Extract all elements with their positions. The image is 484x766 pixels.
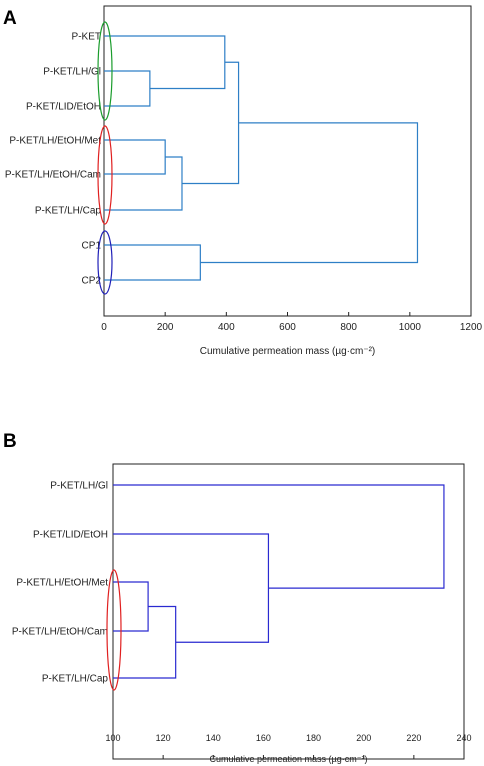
- panel-b-plot-frame: [112, 463, 465, 760]
- panel-a-x-tick-label: 1000: [399, 322, 422, 333]
- panel-b-x-tick-label: 160: [256, 733, 271, 743]
- panel-a-dendrogram-link: [104, 244, 201, 281]
- panel-a-dendrogram-link: [104, 35, 226, 90]
- panel-a-x-tick-label: 200: [157, 322, 174, 333]
- panel-b-x-tick-label: 120: [156, 733, 171, 743]
- panel-b-dendrogram-link: [113, 533, 270, 643]
- panel-b-x-tick-label: 100: [105, 733, 120, 743]
- panel-a-plot-frame: [103, 5, 472, 317]
- panel-b-dendrogram-link: [113, 581, 149, 632]
- panel-a-leaf-label: CP2: [82, 276, 102, 287]
- panel-a-letter: A: [3, 8, 17, 29]
- panel-b-x-tick-label: 180: [306, 733, 321, 743]
- panel-b-letter: B: [3, 431, 17, 452]
- panel-a-dendrogram-link: [181, 61, 240, 185]
- panel-a-leaf-label: CP1: [82, 241, 102, 252]
- panel-a-leaf-label: P-KET/LH/Gl: [43, 67, 101, 78]
- panel-b-x-axis-label: Cumulative permeation mass (µg·cm⁻²): [210, 754, 368, 764]
- panel-a-leaf-label: P-KET/LID/EtOH: [26, 102, 101, 113]
- panel-a-leaf-label: P-KET/LH/Cap: [35, 206, 102, 217]
- panel-b-x-tick-label: 220: [406, 733, 421, 743]
- panel-b-group-ellipse: [106, 569, 122, 691]
- panel-a-x-tick-label: 0: [101, 322, 107, 333]
- panel-a-x-tick-label: 400: [218, 322, 235, 333]
- panel-b-leaf-label: P-KET/LH/Cap: [42, 674, 109, 685]
- panel-b-leaf-label: P-KET/LH/Gl: [50, 481, 108, 492]
- panel-a-dendrogram-link: [104, 156, 183, 211]
- panel-a-x-tick-label: 800: [340, 322, 357, 333]
- panel-b-leaf-label: P-KET/LH/EtOH/Cam: [12, 627, 108, 638]
- panel-b-x-tick-label: 200: [356, 733, 371, 743]
- panel-a-leaf-label: P-KET/LH/EtOH/Cam: [5, 170, 101, 181]
- panel-a-x-tick-label: 1200: [460, 322, 483, 333]
- panel-a-group-ellipse: [97, 125, 113, 225]
- panel-a-x-tick-label: 600: [279, 322, 296, 333]
- panel-b-x-tick-label: 140: [206, 733, 221, 743]
- panel-a-x-axis-label: Cumulative permeation mass (µg·cm⁻²): [200, 346, 376, 357]
- panel-b-dendrogram-link: [113, 605, 177, 679]
- panel-b-leaf-label: P-KET/LID/EtOH: [33, 530, 108, 541]
- panel-a-group-ellipse: [97, 230, 113, 295]
- panel-b-x-tick-label: 240: [456, 733, 471, 743]
- panel-a-leaf-label: P-KET/LH/EtOH/Met: [9, 136, 101, 147]
- panel-b-leaf-label: P-KET/LH/EtOH/Met: [16, 578, 108, 589]
- panel-a-dendrogram-link: [104, 139, 166, 175]
- panel-a-dendrogram-link: [200, 122, 419, 264]
- panel-a-group-ellipse: [97, 21, 113, 121]
- panel-a-leaf-label: P-KET: [72, 32, 101, 43]
- panel-b-dendrogram-link: [113, 484, 445, 589]
